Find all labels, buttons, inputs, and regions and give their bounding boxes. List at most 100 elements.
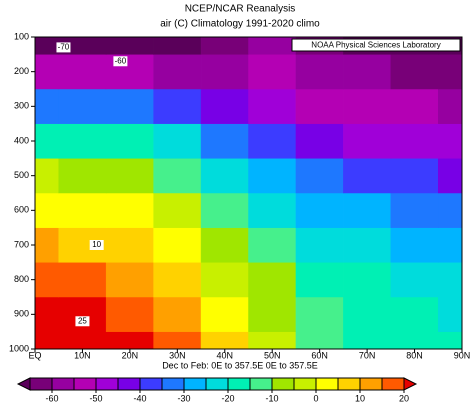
- colorbar-swatch: [117, 377, 141, 391]
- contour-label: 10: [92, 240, 101, 249]
- cell: [200, 123, 249, 159]
- cell: [58, 158, 107, 194]
- cell: [200, 192, 249, 228]
- y-tick-label: 1000: [9, 343, 29, 353]
- cell: [34, 192, 59, 228]
- cell: [438, 192, 463, 228]
- cell: [200, 54, 249, 90]
- cell: [105, 36, 154, 55]
- annotation-bg: [56, 42, 71, 53]
- cell: [58, 262, 107, 298]
- contour-label: 25: [78, 316, 87, 325]
- cell: [153, 192, 202, 228]
- cell: [295, 88, 344, 124]
- colorbar-tick-label: -10: [265, 393, 278, 403]
- colorbar-tick-label: 20: [399, 393, 409, 403]
- colorbar-swatch: [51, 377, 75, 391]
- y-tick-label: 400: [14, 135, 29, 145]
- plot-frame: [34, 36, 463, 350]
- cell: [438, 158, 463, 194]
- chart-subtitle: air (C) Climatology 1991-2020 climo: [160, 19, 320, 30]
- cell: [58, 296, 107, 332]
- x-tick-label: 80N: [406, 350, 423, 360]
- cell: [248, 123, 297, 159]
- cell: [438, 331, 463, 350]
- colorbar-swatch: [381, 377, 405, 391]
- cell: [343, 331, 392, 350]
- cell: [200, 296, 249, 332]
- colorbar-swatch: [29, 377, 53, 391]
- cell: [200, 262, 249, 298]
- cell: [295, 192, 344, 228]
- colorbar-swatch: [359, 377, 383, 391]
- cell: [248, 296, 297, 332]
- cell: [390, 158, 439, 194]
- cell: [295, 262, 344, 298]
- cell: [343, 262, 392, 298]
- y-tick-label: 900: [14, 309, 29, 319]
- cell: [295, 158, 344, 194]
- cell: [105, 158, 154, 194]
- cell: [248, 88, 297, 124]
- cell: [200, 36, 249, 55]
- cell: [105, 296, 154, 332]
- cell: [58, 123, 107, 159]
- cell: [343, 227, 392, 263]
- cell: [200, 227, 249, 263]
- cell: [390, 192, 439, 228]
- colorbar-swatch: [73, 377, 97, 391]
- y-tick-label: 800: [14, 274, 29, 284]
- cell: [153, 54, 202, 90]
- colorbar-swatch: [205, 377, 229, 391]
- cell: [153, 296, 202, 332]
- cell: [153, 123, 202, 159]
- x-tick-label: 20N: [122, 350, 139, 360]
- cell: [200, 88, 249, 124]
- cell: [58, 192, 107, 228]
- colorbar-swatch: [227, 377, 251, 391]
- cell: [153, 158, 202, 194]
- cell: [248, 36, 297, 55]
- y-tick-label: 200: [14, 66, 29, 76]
- contour-label: -60: [115, 56, 127, 65]
- x-tick-label: 30N: [169, 350, 186, 360]
- cell: [153, 36, 202, 55]
- annotation-bg: [113, 56, 128, 67]
- cell: [295, 227, 344, 263]
- cell: [248, 192, 297, 228]
- cell: [58, 88, 107, 124]
- cell: [295, 331, 344, 350]
- cell: [34, 36, 59, 55]
- cell: [438, 123, 463, 159]
- annotation-bg: [75, 316, 90, 327]
- x-axis-label: Dec to Feb: 0E to 357.5E 0E to 357.5E: [162, 360, 318, 370]
- annotation-bg: [89, 240, 104, 250]
- cell: [105, 227, 154, 263]
- x-tick-label: 60N: [311, 350, 328, 360]
- cell: [390, 123, 439, 159]
- cell: [343, 192, 392, 228]
- cell: [343, 296, 392, 332]
- cell: [438, 54, 463, 90]
- cell: [34, 54, 59, 90]
- colorbar-swatch: [337, 377, 361, 391]
- cell: [343, 123, 392, 159]
- y-tick-label: 600: [14, 205, 29, 215]
- colorbar-swatch: [403, 377, 418, 391]
- colorbar-swatch: [249, 377, 273, 391]
- cell: [438, 262, 463, 298]
- cell: [200, 158, 249, 194]
- y-tick-label: 300: [14, 101, 29, 111]
- colorbar-swatch: [315, 377, 339, 391]
- cell: [343, 158, 392, 194]
- cell: [295, 54, 344, 90]
- cell: [34, 158, 59, 194]
- cell: [438, 227, 463, 263]
- colorbar-tick-label: -50: [89, 393, 102, 403]
- cell: [34, 88, 59, 124]
- colorbar-swatch: [95, 377, 119, 391]
- y-tick-label: 700: [14, 239, 29, 249]
- cell: [343, 88, 392, 124]
- cell: [34, 262, 59, 298]
